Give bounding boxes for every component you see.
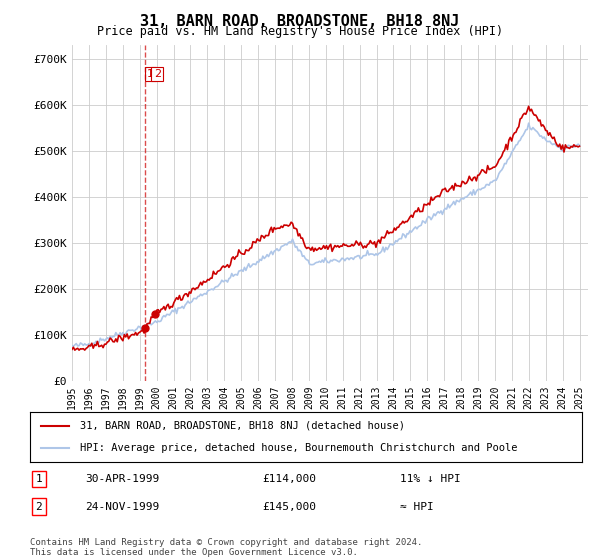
Text: 31, BARN ROAD, BROADSTONE, BH18 8NJ (detached house): 31, BARN ROAD, BROADSTONE, BH18 8NJ (det…	[80, 421, 404, 431]
Text: Contains HM Land Registry data © Crown copyright and database right 2024.
This d: Contains HM Land Registry data © Crown c…	[30, 538, 422, 557]
Text: 11% ↓ HPI: 11% ↓ HPI	[400, 474, 461, 484]
Text: 1: 1	[35, 474, 42, 484]
Text: HPI: Average price, detached house, Bournemouth Christchurch and Poole: HPI: Average price, detached house, Bour…	[80, 443, 517, 453]
Text: 2: 2	[35, 502, 42, 512]
Text: 2: 2	[154, 69, 161, 79]
Text: 24-NOV-1999: 24-NOV-1999	[85, 502, 160, 512]
Text: Price paid vs. HM Land Registry's House Price Index (HPI): Price paid vs. HM Land Registry's House …	[97, 25, 503, 38]
Text: ≈ HPI: ≈ HPI	[400, 502, 434, 512]
Text: 30-APR-1999: 30-APR-1999	[85, 474, 160, 484]
Text: 31, BARN ROAD, BROADSTONE, BH18 8NJ: 31, BARN ROAD, BROADSTONE, BH18 8NJ	[140, 14, 460, 29]
Text: 1: 1	[147, 69, 154, 79]
Text: £145,000: £145,000	[262, 502, 316, 512]
Text: £114,000: £114,000	[262, 474, 316, 484]
